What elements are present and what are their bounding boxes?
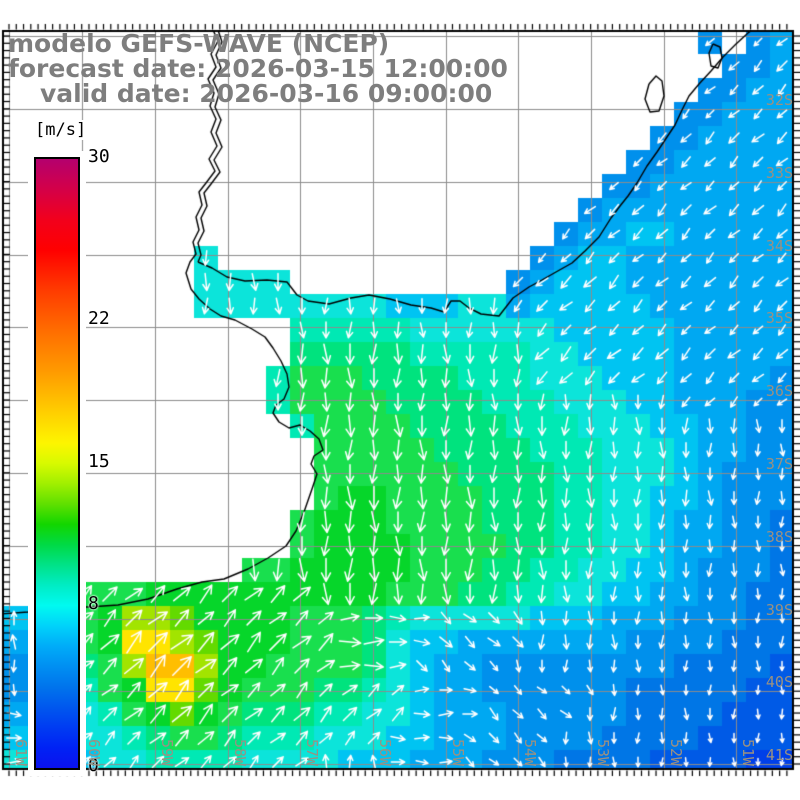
colorbar-unit-label: [m/s]: [33, 120, 89, 140]
forecast-date-label: forecast date: 2026-03-15 12:00:00: [8, 54, 508, 83]
colorbar-gradient: [34, 157, 80, 770]
colorbar: [28, 151, 86, 776]
valid-date-label: valid date: 2026-03-16 09:00:00: [40, 79, 493, 108]
model-title: modelo GEFS-WAVE (NCEP): [8, 29, 390, 58]
